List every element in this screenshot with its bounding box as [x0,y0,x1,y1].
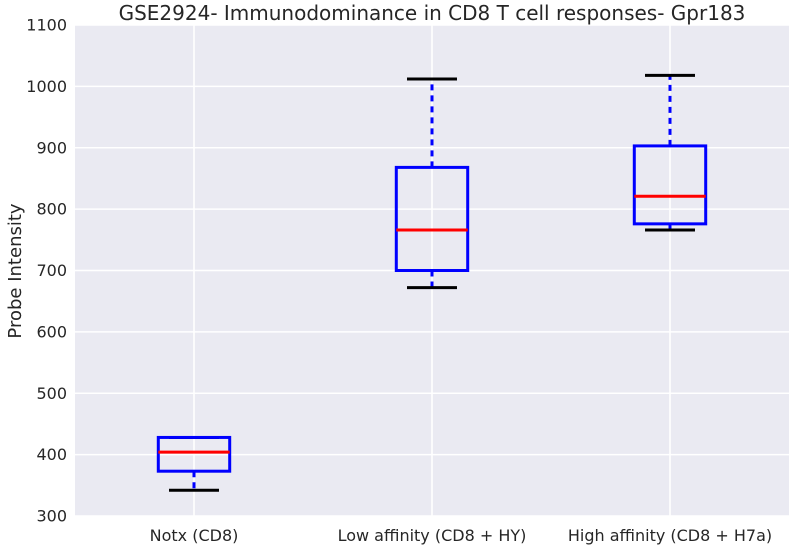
y-tick-label: 700 [36,261,67,280]
chart-title: GSE2924- Immunodominance in CD8 T cell r… [119,1,746,25]
y-tick-label: 1000 [26,77,67,96]
box-1 [156,435,232,492]
box-body [632,144,708,226]
y-tick-label: 1100 [26,16,67,35]
box-body [394,165,470,272]
y-tick-label: 500 [36,384,67,403]
x-axis-ticks: Notx (CD8) Low affinity (CD8 + HY) High af… [150,526,773,545]
box-series [156,73,708,492]
y-tick-label: 400 [36,445,67,464]
x-tick-label: Low affinity (CD8 + HY) [338,526,527,545]
y-axis-label: Probe Intensity [5,203,26,338]
y-tick-label: 300 [36,507,67,526]
x-tick-label: High affinity (CD8 + H7a) [568,526,772,545]
box-3 [632,73,708,232]
box-2 [394,77,470,290]
y-tick-label: 800 [36,200,67,219]
y-tick-label: 600 [36,322,67,341]
x-tick-label: Notx (CD8) [150,526,239,545]
box-body [156,435,232,473]
y-axis-ticks: 300 400 500 600 700 800 900 1000 1100 [26,16,67,526]
y-tick-label: 900 [36,138,67,157]
